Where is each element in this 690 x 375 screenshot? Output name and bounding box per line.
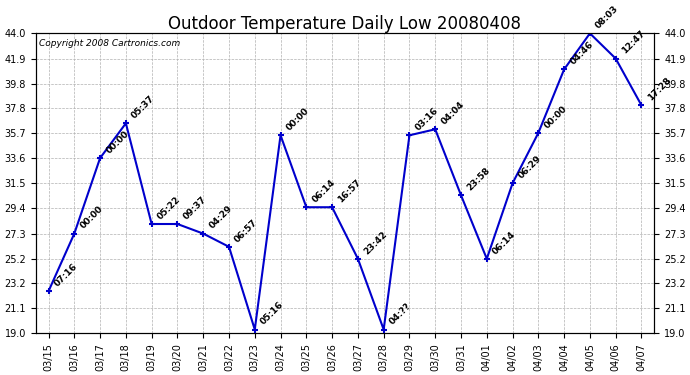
Text: 17:28: 17:28 <box>646 76 672 102</box>
Text: 06:29: 06:29 <box>517 154 543 180</box>
Text: 06:14: 06:14 <box>310 178 337 204</box>
Text: 06:57: 06:57 <box>233 217 259 244</box>
Text: 23:58: 23:58 <box>465 166 492 192</box>
Text: 05:37: 05:37 <box>130 94 157 120</box>
Title: Outdoor Temperature Daily Low 20080408: Outdoor Temperature Daily Low 20080408 <box>168 15 522 33</box>
Text: 23:42: 23:42 <box>362 229 388 256</box>
Text: 05:16: 05:16 <box>259 300 286 327</box>
Text: 03:16: 03:16 <box>413 106 440 132</box>
Text: 08:03: 08:03 <box>594 4 620 31</box>
Text: 16:57: 16:57 <box>336 178 363 204</box>
Text: Copyright 2008 Cartronics.com: Copyright 2008 Cartronics.com <box>39 39 180 48</box>
Text: 00:00: 00:00 <box>285 106 311 132</box>
Text: 05:22: 05:22 <box>156 195 182 221</box>
Text: 04:29: 04:29 <box>208 204 234 231</box>
Text: 12:47: 12:47 <box>620 29 647 56</box>
Text: 00:00: 00:00 <box>542 104 569 130</box>
Text: 00:00: 00:00 <box>79 205 105 231</box>
Text: 06:14: 06:14 <box>491 230 518 256</box>
Text: 09:37: 09:37 <box>181 195 208 221</box>
Text: 07:16: 07:16 <box>52 262 79 288</box>
Text: 04:46: 04:46 <box>569 40 595 67</box>
Text: 04:04: 04:04 <box>440 100 466 126</box>
Text: 00:00: 00:00 <box>104 129 130 155</box>
Text: 04:??: 04:?? <box>388 302 413 327</box>
